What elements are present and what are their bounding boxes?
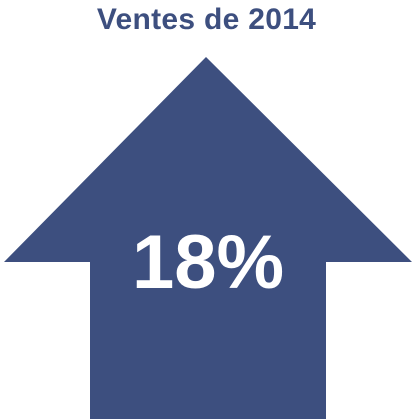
percentage-value: 18%: [131, 220, 285, 305]
page-title: Ventes de 2014: [96, 3, 317, 36]
up-arrow-shape: [4, 57, 412, 419]
